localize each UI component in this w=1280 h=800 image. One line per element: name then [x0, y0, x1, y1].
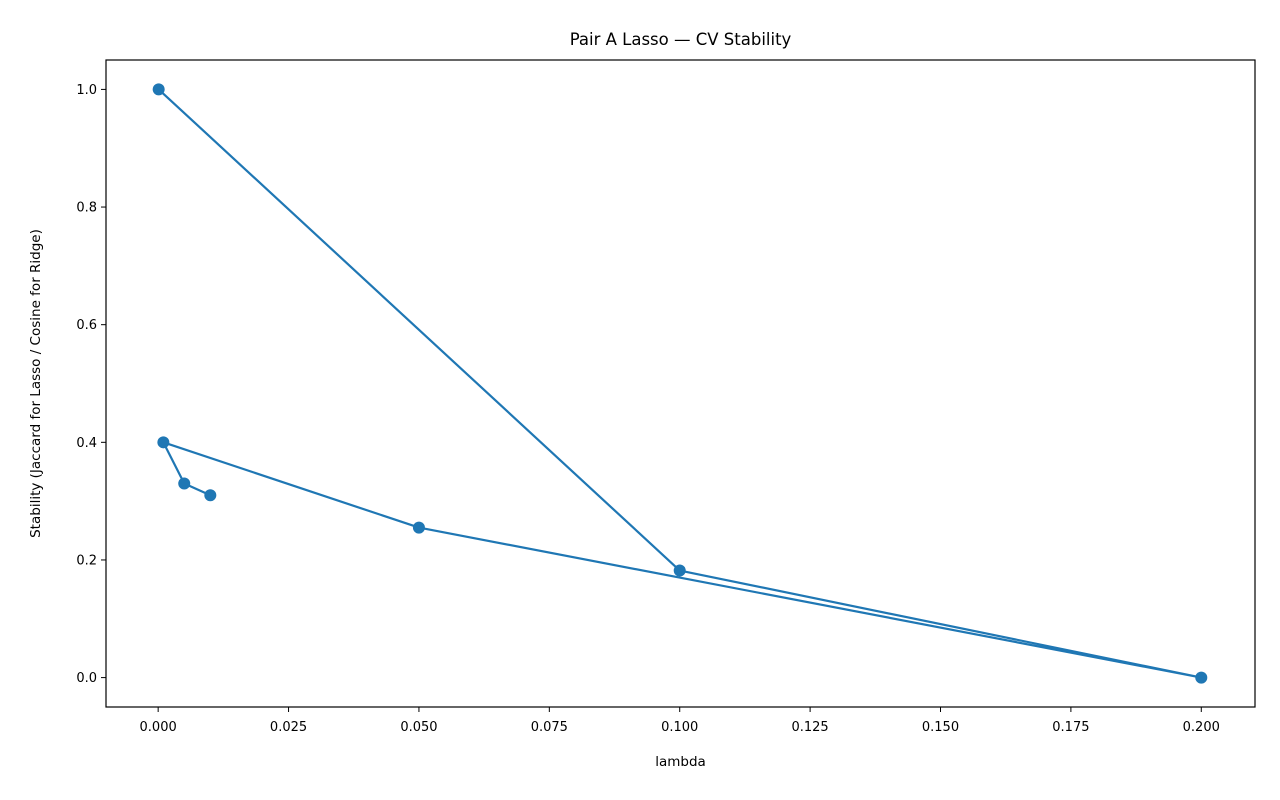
x-tick-label: 0.100: [661, 720, 698, 735]
data-point: [673, 564, 686, 577]
plot-frame: [105, 59, 1256, 708]
x-tick-label: 0.025: [270, 720, 307, 735]
y-tick-label: 0.4: [76, 436, 97, 451]
x-tick-label: 0.075: [531, 720, 568, 735]
y-tick-label: 0.8: [76, 201, 97, 216]
x-tick-label: 0.150: [922, 720, 959, 735]
y-tick-label: 0.2: [76, 553, 97, 568]
x-tick-label: 0.125: [791, 720, 828, 735]
plot-area: [152, 83, 1208, 684]
y-tick-label: 0.6: [76, 318, 97, 333]
data-point: [412, 521, 425, 534]
data-point: [157, 436, 170, 449]
data-point: [152, 83, 165, 96]
y-tick-label: 0.0: [76, 671, 97, 686]
x-axis-label: lambda: [655, 754, 706, 770]
x-tick-label: 0.000: [140, 720, 177, 735]
data-point: [204, 489, 217, 502]
y-axis-label: Stability (Jaccard for Lasso / Cosine fo…: [28, 229, 44, 538]
data-point: [1195, 671, 1208, 684]
chart-title: Pair A Lasso — CV Stability: [570, 30, 792, 49]
x-tick-label: 0.175: [1052, 720, 1089, 735]
x-tick-label: 0.200: [1183, 720, 1220, 735]
data-point: [178, 477, 191, 490]
x-tick-label: 0.050: [400, 720, 437, 735]
y-tick-label: 1.0: [76, 83, 97, 98]
axes: 0.000 0.025 0.050 0.075 0.100 0.125 0.150 0.175…: [76, 83, 1220, 735]
